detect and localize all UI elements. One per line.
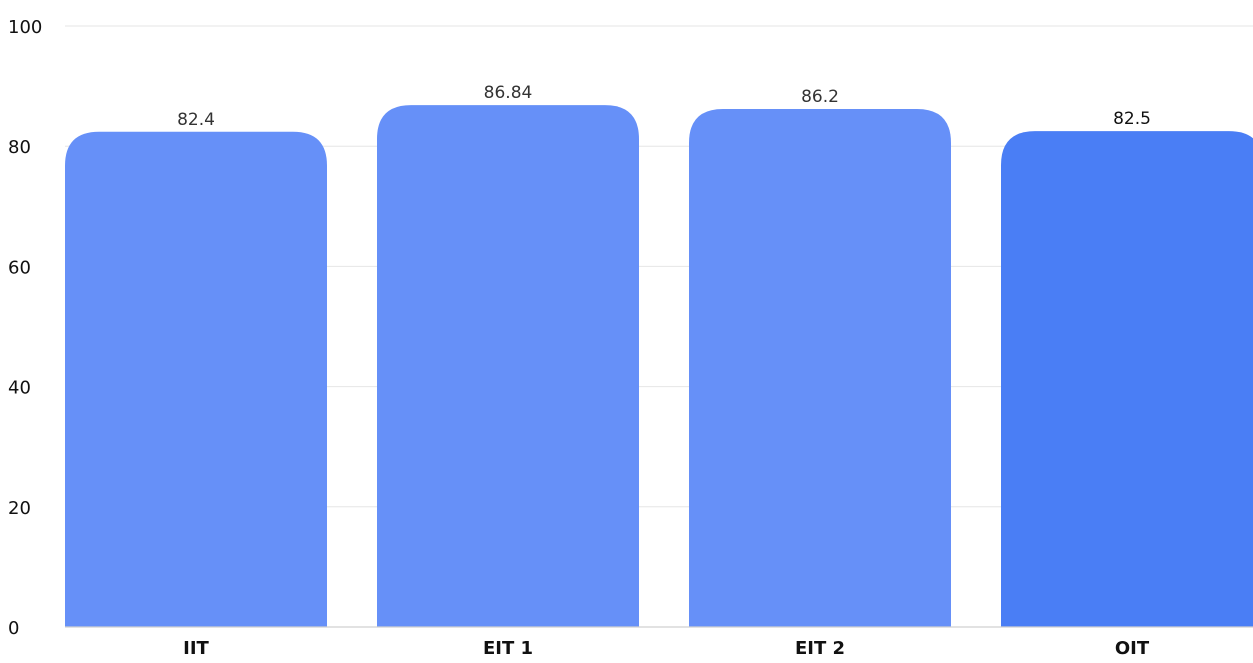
y-tick-label: 40 bbox=[8, 378, 31, 399]
y-tick-label: 20 bbox=[8, 498, 31, 519]
bar-value-label: 86.84 bbox=[484, 83, 533, 103]
bar-iit bbox=[65, 131, 327, 627]
x-tick-label: EIT 1 bbox=[483, 638, 533, 659]
bar-value-label: 82.4 bbox=[177, 110, 215, 130]
bar-eit-2 bbox=[689, 108, 951, 628]
bar-oit bbox=[1001, 131, 1253, 627]
bar-value-labels: 82.4 86.84 86.2 82.5 bbox=[177, 83, 1151, 130]
bar-eit-1 bbox=[377, 105, 639, 627]
x-tick-label: EIT 2 bbox=[795, 638, 845, 659]
bar-value-label: 82.5 bbox=[1113, 109, 1151, 129]
y-tick-label: 60 bbox=[8, 257, 31, 278]
bar-value-label: 86.2 bbox=[801, 87, 839, 107]
x-tick-label: OIT bbox=[1115, 638, 1150, 659]
x-tick-label: IIT bbox=[183, 638, 209, 659]
y-tick-label: 100 bbox=[8, 17, 42, 38]
bars bbox=[65, 105, 1253, 628]
x-axis-ticks: IIT EIT 1 EIT 2 OIT bbox=[183, 638, 1150, 659]
y-tick-label: 0 bbox=[8, 618, 19, 639]
y-axis-ticks: 0 20 40 60 80 100 bbox=[8, 17, 42, 639]
y-tick-label: 80 bbox=[8, 137, 31, 158]
